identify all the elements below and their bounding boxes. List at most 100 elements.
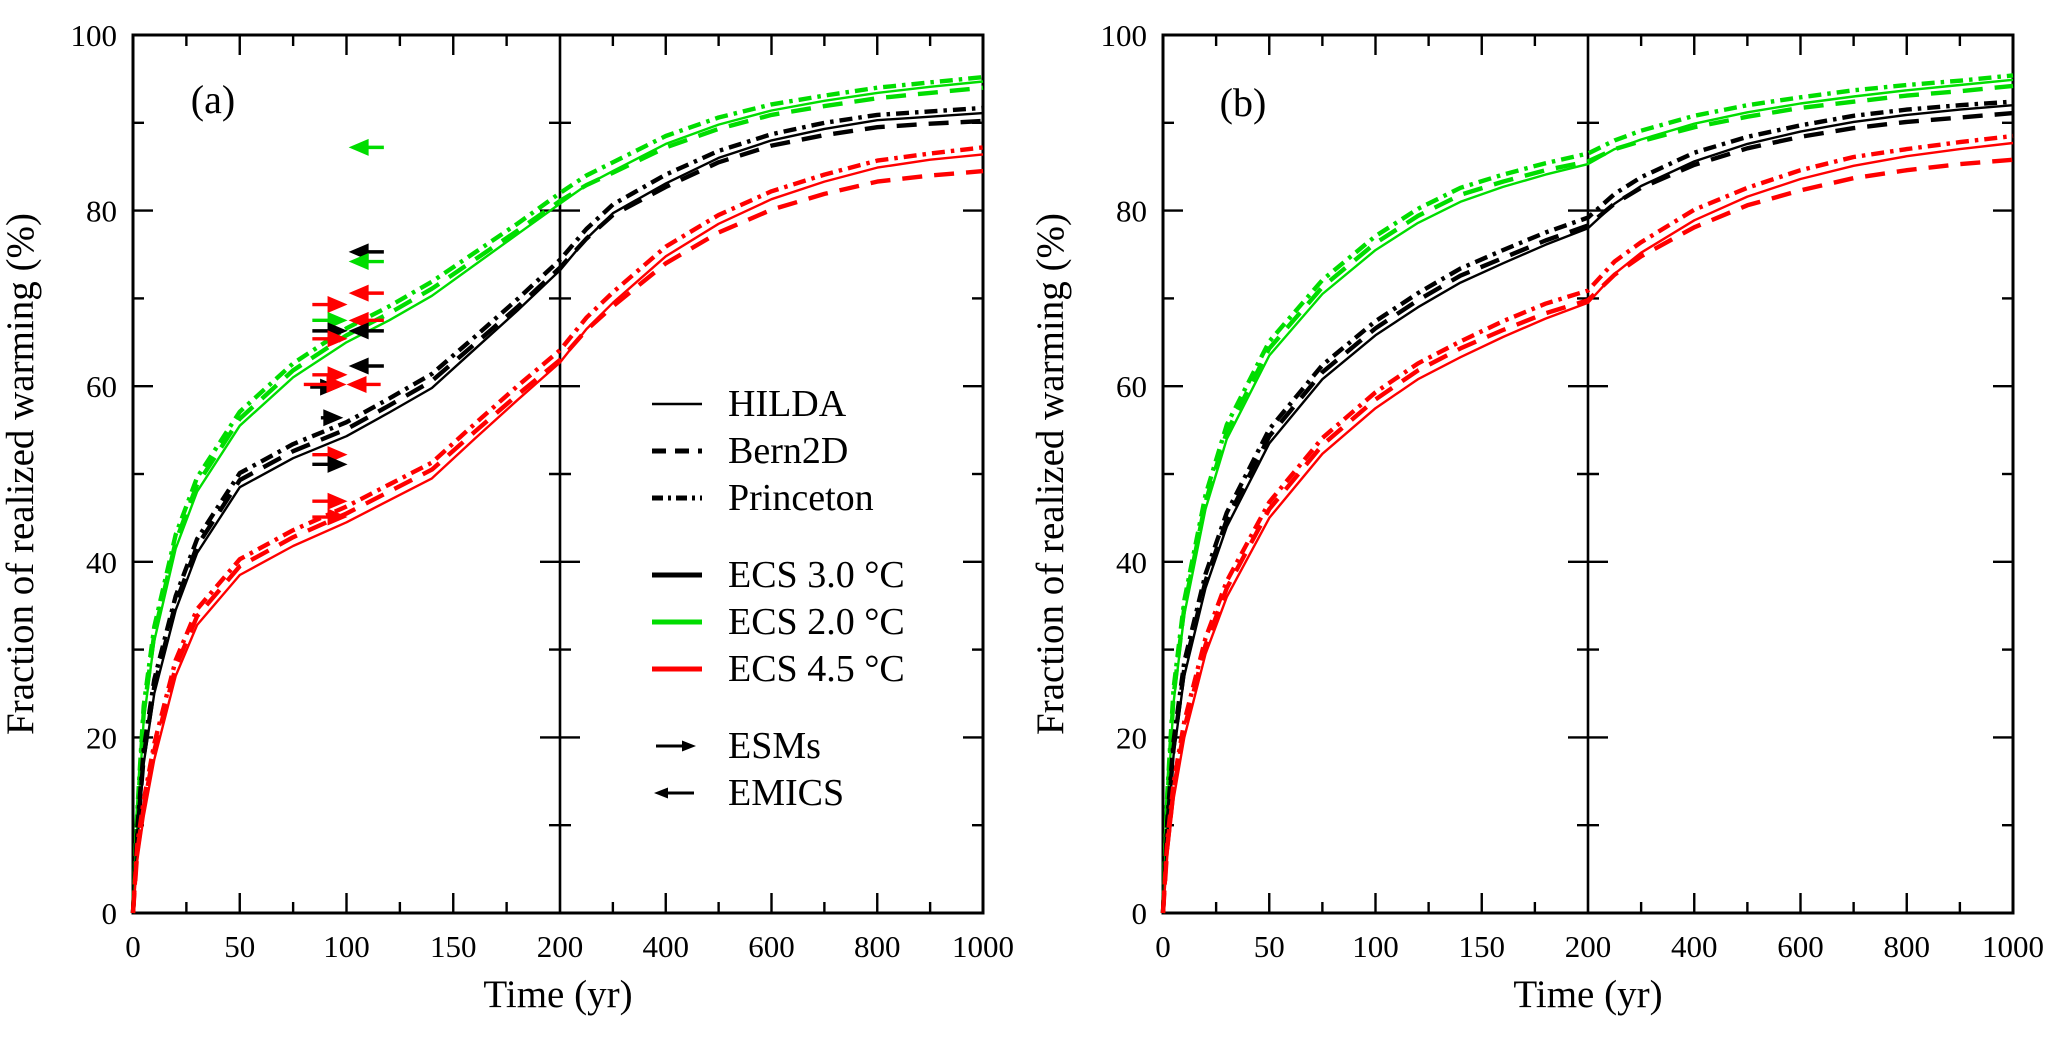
series-black-dashed: [1160, 110, 2014, 914]
svg-text:0: 0: [102, 896, 118, 931]
svg-text:800: 800: [1884, 929, 1931, 964]
series-black-dashdot: [1160, 99, 2014, 914]
legend-label: EMICS: [728, 772, 845, 814]
arrow-right-red: [326, 375, 347, 393]
svg-text:150: 150: [430, 929, 477, 964]
series-red-dashed: [1160, 157, 2014, 914]
series-green-dashdot: [130, 74, 984, 914]
arrow-right-black: [323, 409, 344, 427]
left-arrow-icon: [650, 785, 706, 801]
legend-item-bern2d: Bern2D: [650, 431, 848, 471]
legend-label: Princeton: [728, 477, 874, 519]
series-green-dashdot: [1160, 73, 2014, 914]
svg-text:0: 0: [1155, 929, 1171, 964]
series-red-solid: [1161, 141, 2014, 914]
princeton-line-swatch-icon: [650, 490, 706, 506]
ecs-2-0-line-swatch-icon: [650, 614, 706, 630]
x-axis-title: Time (yr): [1513, 973, 1662, 1016]
series-green-solid: [1161, 78, 2014, 914]
arrow-left-black: [348, 357, 369, 375]
hilda-line-swatch-icon: [650, 396, 706, 412]
svg-text:400: 400: [643, 929, 690, 964]
svg-text:60: 60: [1116, 369, 1147, 404]
arrow-right-red: [327, 508, 348, 526]
legend-label: ECS 3.0 °C: [728, 554, 905, 596]
ecs-4-5-line-swatch-icon: [650, 661, 706, 677]
legend-item-princeton: Princeton: [650, 478, 874, 518]
svg-text:100: 100: [71, 18, 118, 53]
series-lines: [130, 74, 984, 914]
series-black-solid: [131, 111, 984, 914]
arrow-right-red: [327, 296, 348, 314]
svg-text:20: 20: [86, 720, 117, 755]
legend-label: ESMs: [728, 725, 821, 767]
y-axis-title: Fraction of realized warming (%): [0, 213, 42, 735]
legend-item-ecs-2-0: ECS 2.0 °C: [650, 602, 905, 642]
svg-text:60: 60: [86, 369, 117, 404]
series-red-dashdot: [130, 145, 984, 914]
series-green-dashed: [1160, 83, 2014, 914]
svg-text:100: 100: [1101, 18, 1148, 53]
arrow-right-red: [327, 492, 348, 510]
svg-text:100: 100: [1352, 929, 1399, 964]
svg-text:800: 800: [854, 929, 901, 964]
legend-label: ECS 4.5 °C: [728, 648, 905, 690]
svg-text:1000: 1000: [1982, 929, 2044, 964]
legend-item-emics: EMICS: [650, 773, 844, 813]
panel-label: (b): [1220, 80, 1267, 125]
legend-label: HILDA: [728, 383, 847, 425]
ticks: [1163, 35, 2013, 913]
ticks: [133, 35, 983, 913]
legend-item-esms: ESMs: [650, 726, 821, 766]
svg-text:600: 600: [748, 929, 795, 964]
legend-item-hilda: HILDA: [650, 384, 846, 424]
svg-text:20: 20: [1116, 720, 1147, 755]
x-axis-title: Time (yr): [483, 973, 632, 1016]
svg-text:50: 50: [1254, 929, 1285, 964]
svg-text:600: 600: [1777, 929, 1824, 964]
svg-text:40: 40: [86, 545, 117, 580]
ecs-3-0-line-swatch-icon: [650, 567, 706, 583]
series-red-dashed: [130, 168, 984, 914]
svg-text:40: 40: [1116, 545, 1147, 580]
y-axis-title: Fraction of realized warming (%): [1029, 213, 1072, 735]
svg-text:100: 100: [323, 929, 370, 964]
arrow-left-green: [348, 138, 369, 156]
right-arrow-icon: [650, 738, 706, 754]
svg-text:150: 150: [1459, 929, 1506, 964]
series-red-dashdot: [1160, 133, 2014, 914]
series-black-dashed: [130, 118, 984, 914]
svg-text:200: 200: [1565, 929, 1612, 964]
svg-text:200: 200: [537, 929, 584, 964]
svg-text:80: 80: [86, 194, 117, 229]
svg-text:0: 0: [125, 929, 141, 964]
series-lines: [1160, 73, 2014, 914]
svg-text:0: 0: [1132, 896, 1148, 931]
arrow-left-red: [346, 375, 367, 393]
arrow-right-black: [327, 455, 348, 473]
legend-item-ecs-4-5: ECS 4.5 °C: [650, 649, 905, 689]
legend-item-ecs-3-0: ECS 3.0 °C: [650, 555, 905, 595]
model-arrows: [303, 138, 384, 526]
panel-label: (a): [191, 77, 235, 122]
svg-text:80: 80: [1116, 194, 1147, 229]
series-green-solid: [131, 80, 984, 914]
series-red-solid: [131, 153, 984, 914]
svg-text:400: 400: [1671, 929, 1718, 964]
legend-label: ECS 2.0 °C: [728, 601, 905, 643]
bern2d-line-swatch-icon: [650, 443, 706, 459]
arrow-left-black: [348, 322, 369, 340]
arrow-left-red: [348, 284, 369, 302]
series-black-solid: [1161, 104, 2014, 914]
svg-text:1000: 1000: [952, 929, 1014, 964]
arrow-right-red: [327, 330, 348, 348]
svg-text:50: 50: [224, 929, 255, 964]
legend-label: Bern2D: [728, 430, 849, 472]
arrow-left-green: [348, 253, 369, 271]
